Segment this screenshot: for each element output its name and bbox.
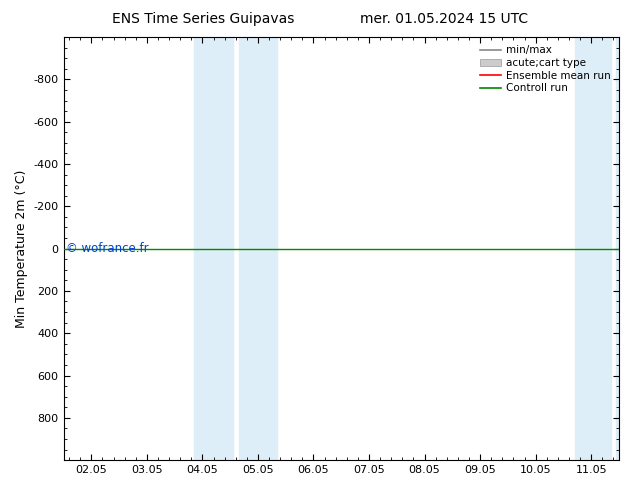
Bar	[194, 37, 233, 460]
Bar	[574, 37, 611, 460]
Y-axis label: Min Temperature 2m (°C): Min Temperature 2m (°C)	[15, 170, 28, 328]
Legend: min/max, acute;cart type, Ensemble mean run, Controll run: min/max, acute;cart type, Ensemble mean …	[477, 42, 614, 97]
Text: © wofrance.fr: © wofrance.fr	[67, 242, 149, 255]
Text: mer. 01.05.2024 15 UTC: mer. 01.05.2024 15 UTC	[359, 12, 528, 26]
Bar	[616, 37, 634, 460]
Text: ENS Time Series Guipavas: ENS Time Series Guipavas	[112, 12, 294, 26]
Bar	[238, 37, 278, 460]
